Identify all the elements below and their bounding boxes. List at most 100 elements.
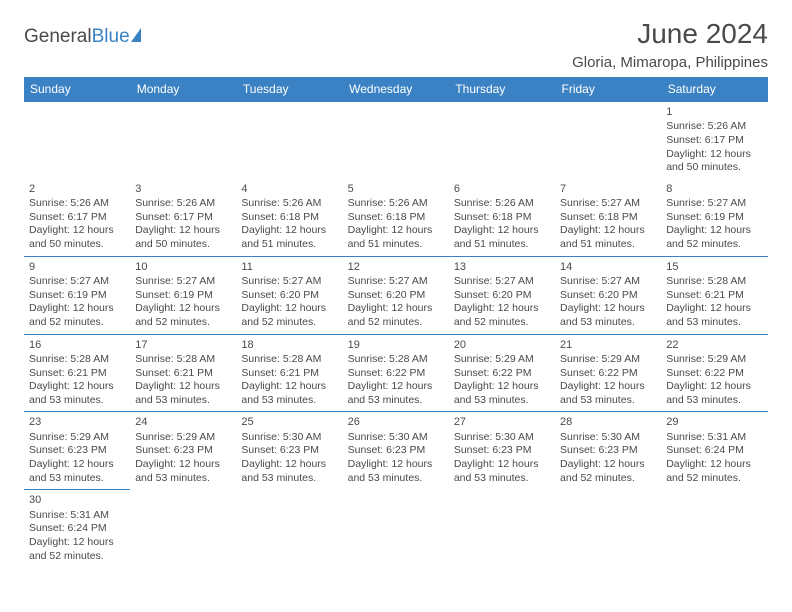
calendar-row: 16Sunrise: 5:28 AMSunset: 6:21 PMDayligh… bbox=[24, 334, 768, 412]
calendar-row: 9Sunrise: 5:27 AMSunset: 6:19 PMDaylight… bbox=[24, 256, 768, 334]
sunset-text: Sunset: 6:23 PM bbox=[348, 444, 444, 458]
month-title: June 2024 bbox=[572, 18, 768, 50]
sunset-text: Sunset: 6:19 PM bbox=[29, 289, 125, 303]
daylight-text: Daylight: 12 hours and 51 minutes. bbox=[348, 224, 444, 251]
col-thursday: Thursday bbox=[449, 77, 555, 102]
calendar-cell: 6Sunrise: 5:26 AMSunset: 6:18 PMDaylight… bbox=[449, 179, 555, 256]
calendar-row: 2Sunrise: 5:26 AMSunset: 6:17 PMDaylight… bbox=[24, 179, 768, 256]
sunrise-text: Sunrise: 5:29 AM bbox=[666, 353, 762, 367]
calendar-cell bbox=[236, 490, 342, 567]
calendar-cell bbox=[449, 490, 555, 567]
sunset-text: Sunset: 6:23 PM bbox=[454, 444, 550, 458]
day-number: 1 bbox=[666, 105, 762, 119]
sunrise-text: Sunrise: 5:30 AM bbox=[560, 431, 656, 445]
sunset-text: Sunset: 6:21 PM bbox=[135, 367, 231, 381]
sunset-text: Sunset: 6:21 PM bbox=[29, 367, 125, 381]
sunset-text: Sunset: 6:17 PM bbox=[666, 134, 762, 148]
calendar-cell: 29Sunrise: 5:31 AMSunset: 6:24 PMDayligh… bbox=[661, 412, 767, 490]
calendar-cell: 5Sunrise: 5:26 AMSunset: 6:18 PMDaylight… bbox=[343, 179, 449, 256]
calendar-cell bbox=[343, 490, 449, 567]
daylight-text: Daylight: 12 hours and 52 minutes. bbox=[666, 224, 762, 251]
sunrise-text: Sunrise: 5:30 AM bbox=[241, 431, 337, 445]
day-number: 8 bbox=[666, 182, 762, 196]
location-subtitle: Gloria, Mimaropa, Philippines bbox=[572, 54, 768, 71]
logo-text-general: General bbox=[24, 26, 92, 48]
daylight-text: Daylight: 12 hours and 53 minutes. bbox=[135, 380, 231, 407]
calendar-cell: 10Sunrise: 5:27 AMSunset: 6:19 PMDayligh… bbox=[130, 256, 236, 334]
sunset-text: Sunset: 6:20 PM bbox=[348, 289, 444, 303]
sunrise-text: Sunrise: 5:27 AM bbox=[348, 275, 444, 289]
sunset-text: Sunset: 6:22 PM bbox=[666, 367, 762, 381]
calendar-cell: 4Sunrise: 5:26 AMSunset: 6:18 PMDaylight… bbox=[236, 179, 342, 256]
daylight-text: Daylight: 12 hours and 53 minutes. bbox=[666, 380, 762, 407]
daylight-text: Daylight: 12 hours and 51 minutes. bbox=[560, 224, 656, 251]
day-number: 10 bbox=[135, 260, 231, 274]
calendar-cell: 2Sunrise: 5:26 AMSunset: 6:17 PMDaylight… bbox=[24, 179, 130, 256]
daylight-text: Daylight: 12 hours and 53 minutes. bbox=[241, 380, 337, 407]
logo-text-blue: Blue bbox=[92, 26, 130, 48]
day-number: 17 bbox=[135, 338, 231, 352]
sunset-text: Sunset: 6:23 PM bbox=[241, 444, 337, 458]
daylight-text: Daylight: 12 hours and 52 minutes. bbox=[666, 458, 762, 485]
sunrise-text: Sunrise: 5:28 AM bbox=[241, 353, 337, 367]
calendar-cell bbox=[130, 102, 236, 179]
sunset-text: Sunset: 6:20 PM bbox=[241, 289, 337, 303]
sunset-text: Sunset: 6:17 PM bbox=[135, 211, 231, 225]
col-tuesday: Tuesday bbox=[236, 77, 342, 102]
daylight-text: Daylight: 12 hours and 53 minutes. bbox=[454, 458, 550, 485]
day-number: 18 bbox=[241, 338, 337, 352]
sunrise-text: Sunrise: 5:26 AM bbox=[666, 120, 762, 134]
daylight-text: Daylight: 12 hours and 53 minutes. bbox=[135, 458, 231, 485]
col-friday: Friday bbox=[555, 77, 661, 102]
day-number: 16 bbox=[29, 338, 125, 352]
day-number: 26 bbox=[348, 415, 444, 429]
sunrise-text: Sunrise: 5:31 AM bbox=[666, 431, 762, 445]
calendar-cell: 27Sunrise: 5:30 AMSunset: 6:23 PMDayligh… bbox=[449, 412, 555, 490]
day-number: 14 bbox=[560, 260, 656, 274]
sunset-text: Sunset: 6:20 PM bbox=[454, 289, 550, 303]
sunrise-text: Sunrise: 5:28 AM bbox=[135, 353, 231, 367]
calendar-cell: 28Sunrise: 5:30 AMSunset: 6:23 PMDayligh… bbox=[555, 412, 661, 490]
day-number: 13 bbox=[454, 260, 550, 274]
day-number: 3 bbox=[135, 182, 231, 196]
calendar-cell: 17Sunrise: 5:28 AMSunset: 6:21 PMDayligh… bbox=[130, 334, 236, 412]
day-number: 23 bbox=[29, 415, 125, 429]
sunrise-text: Sunrise: 5:27 AM bbox=[135, 275, 231, 289]
calendar-cell: 15Sunrise: 5:28 AMSunset: 6:21 PMDayligh… bbox=[661, 256, 767, 334]
day-number: 19 bbox=[348, 338, 444, 352]
daylight-text: Daylight: 12 hours and 53 minutes. bbox=[29, 458, 125, 485]
calendar-cell bbox=[343, 102, 449, 179]
calendar-cell: 25Sunrise: 5:30 AMSunset: 6:23 PMDayligh… bbox=[236, 412, 342, 490]
calendar-cell bbox=[661, 490, 767, 567]
sunset-text: Sunset: 6:22 PM bbox=[348, 367, 444, 381]
calendar-cell: 24Sunrise: 5:29 AMSunset: 6:23 PMDayligh… bbox=[130, 412, 236, 490]
sunset-text: Sunset: 6:24 PM bbox=[666, 444, 762, 458]
col-sunday: Sunday bbox=[24, 77, 130, 102]
sunrise-text: Sunrise: 5:28 AM bbox=[666, 275, 762, 289]
sunrise-text: Sunrise: 5:28 AM bbox=[29, 353, 125, 367]
day-number: 24 bbox=[135, 415, 231, 429]
day-number: 15 bbox=[666, 260, 762, 274]
day-number: 7 bbox=[560, 182, 656, 196]
calendar-row: 1Sunrise: 5:26 AMSunset: 6:17 PMDaylight… bbox=[24, 102, 768, 179]
sunset-text: Sunset: 6:20 PM bbox=[560, 289, 656, 303]
calendar-row: 30Sunrise: 5:31 AMSunset: 6:24 PMDayligh… bbox=[24, 490, 768, 567]
sunrise-text: Sunrise: 5:30 AM bbox=[454, 431, 550, 445]
daylight-text: Daylight: 12 hours and 52 minutes. bbox=[560, 458, 656, 485]
calendar-cell bbox=[24, 102, 130, 179]
sunrise-text: Sunrise: 5:29 AM bbox=[29, 431, 125, 445]
sunrise-text: Sunrise: 5:27 AM bbox=[29, 275, 125, 289]
calendar-cell: 1Sunrise: 5:26 AMSunset: 6:17 PMDaylight… bbox=[661, 102, 767, 179]
calendar-header-row: Sunday Monday Tuesday Wednesday Thursday… bbox=[24, 77, 768, 102]
sunrise-text: Sunrise: 5:27 AM bbox=[560, 197, 656, 211]
day-number: 12 bbox=[348, 260, 444, 274]
day-number: 20 bbox=[454, 338, 550, 352]
calendar-cell: 30Sunrise: 5:31 AMSunset: 6:24 PMDayligh… bbox=[24, 490, 130, 567]
sunset-text: Sunset: 6:19 PM bbox=[135, 289, 231, 303]
daylight-text: Daylight: 12 hours and 50 minutes. bbox=[29, 224, 125, 251]
daylight-text: Daylight: 12 hours and 53 minutes. bbox=[454, 380, 550, 407]
sunrise-text: Sunrise: 5:31 AM bbox=[29, 509, 125, 523]
sunrise-text: Sunrise: 5:26 AM bbox=[135, 197, 231, 211]
sunrise-text: Sunrise: 5:29 AM bbox=[135, 431, 231, 445]
sunrise-text: Sunrise: 5:26 AM bbox=[29, 197, 125, 211]
